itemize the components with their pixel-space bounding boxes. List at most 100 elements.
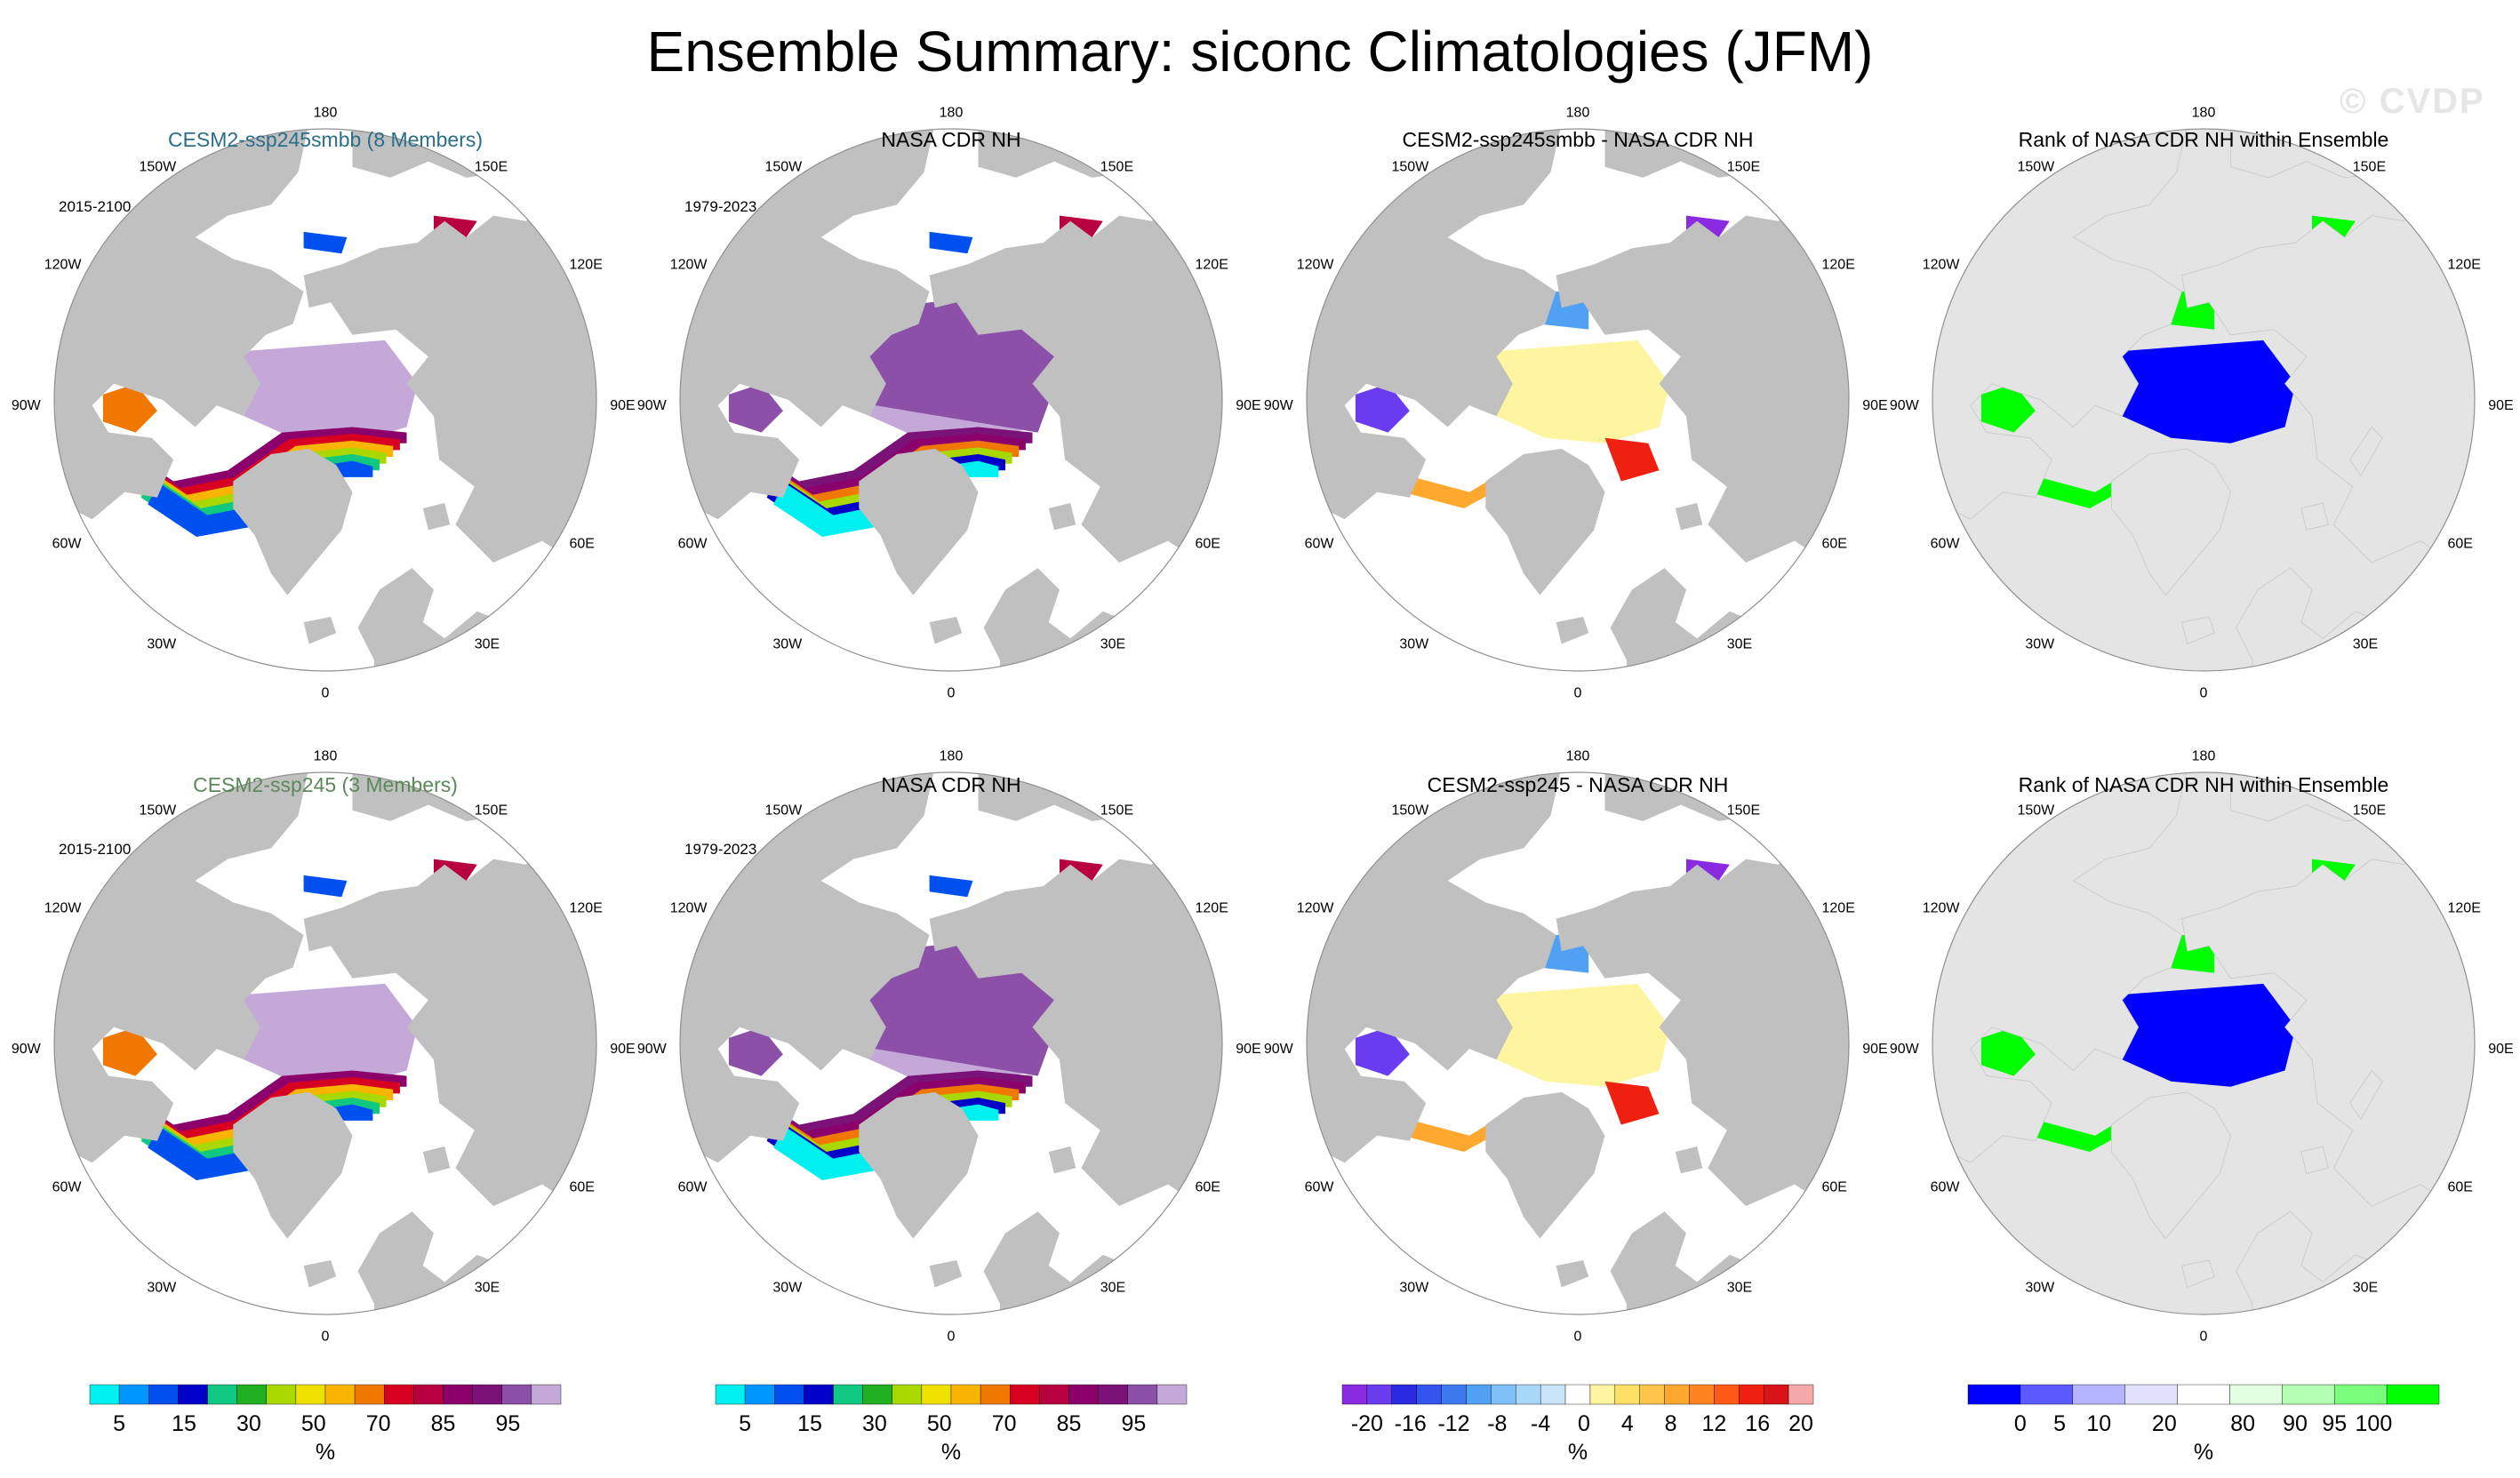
longitude-label: 90E (610, 398, 635, 413)
sea-ice-region (2122, 340, 2296, 443)
land-mass (303, 1260, 337, 1288)
colorbar-swatch (2072, 1384, 2125, 1405)
land-mass (2300, 502, 2329, 531)
longitude-label: 150W (1391, 160, 1429, 175)
colorbar-swatch (862, 1384, 892, 1405)
year-range: 2015-2100 (59, 841, 131, 858)
longitude-label: 60W (1305, 1180, 1335, 1195)
map-panel-1: CESM2-ssp245smbb (8 Members) 2015-2100 180… (12, 106, 636, 701)
sea-ice-region (2122, 983, 2296, 1087)
land-mass (2300, 1146, 2329, 1174)
panel-title: CESM2-ssp245 - NASA CDR NH (1428, 773, 1729, 796)
longitude-label: 90W (1890, 398, 1920, 413)
sea-ice-region (728, 383, 783, 433)
sea-ice-region (1604, 1081, 1660, 1125)
colorbar-swatch (833, 1384, 863, 1405)
longitude-label: 150E (1727, 160, 1760, 175)
colorbar-swatch (118, 1384, 149, 1405)
colorbar-1: 5 15 30 50 70 85 95% (89, 1384, 562, 1465)
map-panel-5: CESM2-ssp245 (3 Members) 2015-2100 180 0 150… (12, 749, 636, 1345)
colorbar-tick-label: -4 (1531, 1411, 1550, 1436)
colorbar-swatch (1098, 1384, 1128, 1405)
colorbar-swatch (236, 1384, 267, 1405)
year-range: 2015-2100 (59, 198, 131, 215)
longitude-label: 150W (139, 803, 177, 819)
colorbar-swatch (1391, 1384, 1417, 1405)
longitude-label: 180 (1566, 106, 1590, 121)
colorbar-tick-label: 50 (927, 1411, 952, 1436)
longitude-label: 90W (12, 398, 42, 413)
colorbar-2: 5 15 30 50 70 85 95% (715, 1384, 1188, 1465)
map-border (679, 771, 1223, 1315)
colorbar-swatch (1516, 1384, 1541, 1405)
map-border (1932, 771, 2476, 1315)
colorbar-swatch (443, 1384, 473, 1405)
longitude-label: 60E (2448, 537, 2473, 552)
sea-ice-region (1980, 383, 2036, 433)
land-mass (233, 448, 353, 595)
colorbar-tick-label: 4 (1621, 1411, 1634, 1436)
land-mass (422, 502, 451, 531)
sea-ice-region (728, 1027, 783, 1076)
colorbar-swatch (384, 1384, 414, 1405)
longitude-label: 60W (678, 537, 708, 552)
colorbar-swatch (2282, 1384, 2335, 1405)
longitude-label: 120E (1196, 258, 1228, 273)
longitude-label: 90E (1236, 1042, 1260, 1057)
longitude-label: 30W (772, 1281, 803, 1296)
colorbar-swatch (2386, 1384, 2440, 1405)
longitude-label: 60W (1931, 1180, 1961, 1195)
sea-ice-region (244, 340, 418, 443)
colorbar-tick-label: 10 (2086, 1411, 2111, 1436)
colorbar-swatch (2177, 1384, 2230, 1405)
longitude-label: 60E (1822, 537, 1847, 552)
colorbar-swatch (1039, 1384, 1069, 1405)
longitude-label: 90W (12, 1042, 42, 1057)
land-mass (1097, 1070, 1131, 1120)
longitude-label: 30W (147, 637, 177, 652)
colorbar-swatch (744, 1384, 775, 1405)
land-mass (2349, 1070, 2383, 1120)
sea-ice-region (102, 383, 157, 433)
panel-title: NASA CDR NH (881, 128, 1020, 151)
longitude-label: 60E (1196, 1180, 1220, 1195)
colorbar-tick-label: 12 (1702, 1411, 1727, 1436)
year-range: 1979-2023 (684, 198, 756, 215)
colorbar-swatch (950, 1384, 981, 1405)
longitude-label: 30E (2353, 1281, 2378, 1296)
land-mass (859, 448, 979, 595)
land-mass (2181, 616, 2215, 644)
colorbar-swatch (2020, 1384, 2073, 1405)
longitude-label: 90E (1862, 1042, 1887, 1057)
longitude-label: 120E (570, 901, 603, 916)
colorbar-tick-label: 85 (1057, 1411, 1082, 1436)
colorbar-swatch (1127, 1384, 1158, 1405)
colorbar-tick-label: 15 (172, 1411, 196, 1436)
longitude-label: 150W (2017, 803, 2055, 819)
colorbar-tick-label: 5 (2053, 1411, 2066, 1436)
sea-ice-region (1980, 1027, 2036, 1076)
longitude-label: 30E (1727, 1281, 1752, 1296)
colorbar-swatch (2334, 1384, 2388, 1405)
map-panel-4: Rank of NASA CDR NH within Ensemble 180 0 1… (1890, 106, 2514, 701)
land-mass (1675, 1146, 1703, 1174)
longitude-label: 150E (1100, 160, 1133, 175)
colorbar-swatch (2124, 1384, 2178, 1405)
longitude-label: 180 (314, 749, 338, 764)
colorbar-swatch (1739, 1384, 1764, 1405)
longitude-label: 30E (1727, 637, 1752, 652)
colorbar-tick-label: 50 (301, 1411, 326, 1436)
panel-title: Rank of NASA CDR NH within Ensemble (2019, 128, 2389, 151)
longitude-label: 60W (52, 1180, 83, 1195)
map-border (1306, 771, 1850, 1315)
colorbar-swatch (1341, 1384, 1368, 1405)
longitude-label: 90W (1264, 1042, 1294, 1057)
map-panel-2: NASA CDR NH 1979-2023 180 0 150W 150E 120W 120E… (637, 106, 1261, 701)
longitude-label: 120W (1297, 901, 1335, 916)
longitude-label: 0 (322, 685, 330, 700)
year-range: 1979-2023 (684, 841, 756, 858)
longitude-label: 90E (1236, 398, 1260, 413)
colorbar-swatch (1714, 1384, 1740, 1405)
colorbar-tick-label: 30 (862, 1411, 887, 1436)
longitude-label: 120E (570, 258, 603, 273)
